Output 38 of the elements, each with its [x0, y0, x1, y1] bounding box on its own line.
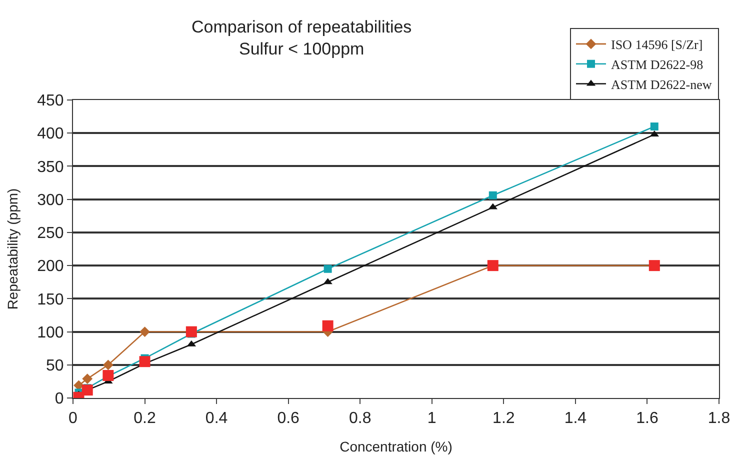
y-tick-label: 100 — [37, 324, 64, 342]
point — [139, 356, 150, 368]
point — [488, 191, 497, 200]
y-tick-label: 450 — [37, 92, 64, 110]
point — [322, 320, 334, 332]
y-tick-label: 200 — [37, 258, 64, 276]
point — [650, 122, 658, 130]
chart-title: Comparison of repeatabilities — [192, 17, 412, 36]
x-tick-label: 1.4 — [564, 410, 587, 428]
x-tick-label: 0.8 — [348, 410, 372, 428]
x-tick-label: 1.8 — [708, 410, 730, 428]
y-tick-label: 0 — [54, 390, 64, 408]
legend-label: ASTM D2622-98 — [611, 56, 704, 72]
y-tick-label: 350 — [37, 158, 64, 176]
point — [324, 264, 332, 273]
point — [82, 374, 93, 384]
x-tick-label: 1 — [427, 410, 436, 428]
y-tick-label: 50 — [46, 357, 64, 374]
point — [102, 360, 114, 370]
x-tick-label: 1.2 — [492, 410, 515, 428]
legend-label: ISO 14596 [S/Zr] — [611, 37, 703, 52]
x-tick-label: 0.4 — [205, 410, 228, 428]
point — [140, 326, 150, 337]
x-tick-label: 0.6 — [277, 410, 300, 428]
x-axis-title: Concentration (%) — [340, 438, 452, 454]
point — [102, 370, 114, 381]
y-tick-label: 400 — [37, 126, 64, 143]
x-tick-label: 0.2 — [134, 410, 156, 428]
legend-label: ASTM D2622-new — [611, 76, 712, 92]
y-tick-label: 150 — [37, 291, 64, 308]
y-tick-label: 300 — [37, 192, 64, 209]
y-axis-title: Repeatability (ppm) — [4, 188, 21, 310]
x-tick-label: 0 — [68, 410, 78, 428]
point — [82, 384, 93, 396]
x-tick-label: 1.6 — [636, 410, 658, 428]
y-tick-label: 250 — [37, 225, 64, 242]
chart-subtitle: Sulfur < 100ppm — [238, 40, 364, 59]
point — [186, 326, 197, 338]
